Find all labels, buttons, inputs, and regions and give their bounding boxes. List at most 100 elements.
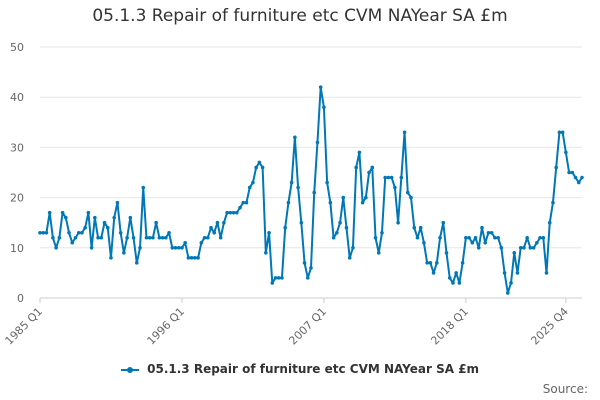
data-point[interactable] [315,140,320,145]
data-point[interactable] [351,246,355,250]
data-point[interactable] [451,281,455,285]
data-point[interactable] [160,235,165,240]
data-point[interactable] [147,235,152,240]
data-point[interactable] [335,230,339,235]
data-point[interactable] [234,210,239,215]
data-point[interactable] [302,261,307,265]
data-point[interactable] [344,225,349,230]
data-point[interactable] [293,135,297,140]
data-point[interactable] [273,276,278,280]
data-point[interactable] [493,235,497,240]
data-point[interactable] [418,225,423,230]
data-point[interactable] [576,180,581,185]
data-point[interactable] [496,235,500,240]
data-point[interactable] [154,220,158,225]
data-point[interactable] [422,240,426,245]
data-point[interactable] [347,256,352,260]
data-point[interactable] [551,200,555,205]
data-point[interactable] [402,130,407,135]
data-point[interactable] [531,246,536,250]
data-point[interactable] [473,235,478,240]
data-point[interactable] [338,220,342,225]
data-point[interactable] [289,180,294,185]
data-point[interactable] [415,235,420,240]
data-point[interactable] [241,200,246,205]
data-point[interactable] [260,165,265,170]
data-point[interactable] [460,261,465,265]
data-point[interactable] [186,256,191,260]
data-point[interactable] [173,246,178,250]
data-point[interactable] [564,150,568,155]
data-point[interactable] [399,175,404,180]
data-point[interactable] [254,165,258,170]
data-point[interactable] [557,130,562,135]
data-point[interactable] [535,240,539,245]
data-point[interactable] [470,240,475,245]
data-point[interactable] [76,230,81,235]
data-point[interactable] [567,170,571,175]
data-point[interactable] [467,235,471,240]
data-point[interactable] [102,220,107,225]
data-point[interactable] [218,235,223,240]
data-point[interactable] [212,230,217,235]
data-point[interactable] [431,271,436,275]
data-point[interactable] [373,235,378,240]
data-point[interactable] [125,235,129,240]
data-point[interactable] [299,220,304,225]
data-point[interactable] [280,276,284,280]
data-point[interactable] [51,235,55,240]
data-point[interactable] [370,165,375,170]
data-point[interactable] [238,205,242,210]
data-point[interactable] [412,225,417,230]
data-point[interactable] [89,246,94,250]
data-point[interactable] [199,240,204,245]
data-point[interactable] [57,235,62,240]
data-point[interactable] [225,210,229,215]
data-point[interactable] [328,200,333,205]
data-point[interactable] [405,190,410,195]
data-point[interactable] [322,105,326,110]
data-point[interactable] [189,256,194,260]
data-point[interactable] [393,185,397,190]
data-point[interactable] [486,230,491,235]
data-point[interactable] [170,246,175,250]
data-point[interactable] [47,210,52,215]
data-point[interactable] [425,261,429,265]
data-point[interactable] [83,225,87,230]
data-point[interactable] [428,261,433,265]
data-point[interactable] [305,276,310,280]
data-point[interactable] [409,195,413,200]
data-point[interactable] [183,240,187,245]
data-point[interactable] [383,175,388,180]
data-point[interactable] [151,235,155,240]
data-point[interactable] [438,235,442,240]
data-point[interactable] [105,225,110,230]
data-point[interactable] [196,256,200,260]
data-point[interactable] [138,246,142,250]
data-point[interactable] [560,130,565,135]
data-point[interactable] [205,235,210,240]
data-point[interactable] [257,160,262,165]
series-group[interactable] [38,85,584,295]
data-point[interactable] [80,230,84,235]
data-point[interactable] [202,235,207,240]
data-point[interactable] [376,251,381,255]
data-point[interactable] [457,281,462,285]
data-point[interactable] [112,215,117,220]
data-point[interactable] [73,235,78,240]
data-point[interactable] [447,276,452,280]
data-point[interactable] [483,240,488,245]
data-point[interactable] [325,180,329,185]
data-point[interactable] [331,235,336,240]
data-point[interactable] [309,266,313,270]
data-point[interactable] [96,235,100,240]
data-point[interactable] [454,271,458,275]
data-point[interactable] [228,210,233,215]
data-point[interactable] [357,150,362,155]
data-point[interactable] [573,175,578,180]
data-point[interactable] [283,225,287,230]
data-point[interactable] [54,246,58,250]
data-point[interactable] [93,215,97,220]
data-point[interactable] [244,200,249,205]
data-point[interactable] [44,230,49,235]
